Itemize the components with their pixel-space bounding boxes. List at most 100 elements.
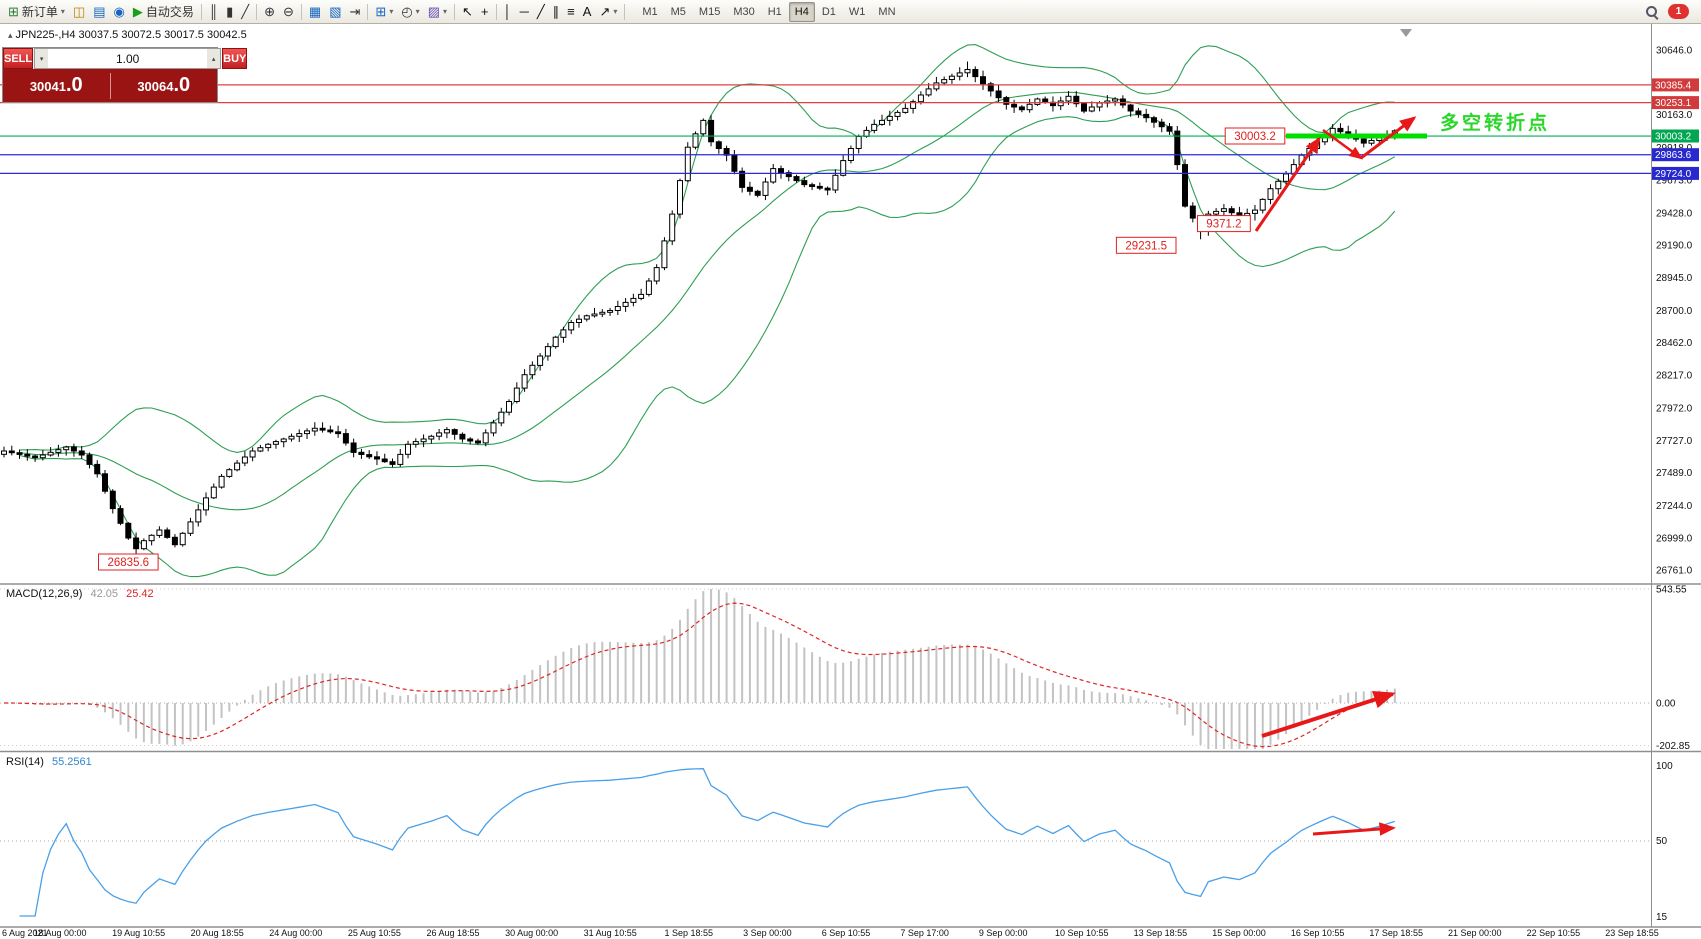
svg-text:25 Aug 10:55: 25 Aug 10:55 — [348, 928, 401, 938]
timeframe-h4-button[interactable]: H4 — [788, 1, 815, 22]
lot-size-field[interactable]: ▾ ▴ — [34, 48, 222, 69]
bollinger-bands — [19, 44, 1396, 578]
svg-text:28217.0: 28217.0 — [1656, 371, 1693, 382]
cursor-button[interactable]: ↖ — [458, 2, 477, 22]
timeframe-h1-button[interactable]: H1 — [767, 5, 782, 18]
buy-price[interactable]: 30064.0 — [111, 74, 218, 97]
chart-annotations[interactable]: 26835.6 29231.5 9371.2 30003.2 多空转折点 — [98, 111, 1551, 836]
sell-price[interactable]: 30041.0 — [3, 74, 110, 97]
turning-point-label[interactable]: 多空转折点 — [1440, 111, 1550, 134]
buy-button[interactable]: BUY — [222, 48, 248, 69]
zoom-in-button[interactable]: ⊕ — [260, 2, 279, 22]
market-watch-button[interactable]: ◉ — [110, 2, 129, 22]
svg-text:27489.0: 27489.0 — [1656, 468, 1693, 479]
chart-area[interactable]: 30646.030163.029918.029673.029428.029190… — [0, 24, 1701, 939]
caret-down-icon: ▾ — [60, 7, 65, 16]
crosshair-button[interactable]: + — [477, 2, 493, 22]
new-chart-button[interactable]: ⊞ ▾ — [371, 2, 397, 22]
line-chart-button[interactable]: ╱ — [237, 2, 253, 22]
auto-scroll-button[interactable]: ⇥ — [346, 2, 365, 22]
svg-text:30253.1: 30253.1 — [1655, 98, 1692, 109]
lot-input[interactable] — [48, 49, 208, 68]
timeframe-m30-button[interactable]: M30 — [733, 5, 755, 18]
price-annotation-text: 26835.6 — [108, 557, 150, 569]
periods-button[interactable]: ◴ ▾ — [397, 2, 423, 22]
timeframe-m15-button[interactable]: M15 — [698, 5, 721, 18]
svg-text:29673.0: 29673.0 — [1656, 176, 1693, 187]
svg-text:27244.0: 27244.0 — [1656, 501, 1693, 512]
price-annotation-text: 29231.5 — [1125, 240, 1167, 252]
tile-windows-button[interactable]: ▦ — [305, 2, 325, 22]
svg-text:21 Sep 00:00: 21 Sep 00:00 — [1448, 928, 1502, 938]
timeframe-m1-button[interactable]: M1 — [642, 5, 658, 18]
trend-arrow[interactable] — [1261, 690, 1396, 738]
sell-button[interactable]: SELL — [3, 48, 34, 69]
price-annotation-text: 9371.2 — [1206, 219, 1241, 231]
svg-text:15 Sep 00:00: 15 Sep 00:00 — [1212, 928, 1266, 938]
toolbar: ⊞ 新订单 ▾ ◫ ▤ ◉ ▶ 自动交易 ║ ▮ ╱ ⊕ ⊖ ▦ ▧ ⇥ ⊞ ▾ ◴ ▾ ▨ ▾ ↖ + │ ─ ╱ ∥ ≡ A ↗ ▾ M1… — [0, 0, 1701, 24]
toolbar-buttons: ⊞ 新订单 ▾ ◫ ▤ ◉ ▶ 自动交易 ║ ▮ ╱ ⊕ ⊖ ▦ ▧ ⇥ ⊞ ▾ ◴ ▾ ▨ ▾ ↖ + │ ─ ╱ ∥ ≡ A ↗ ▾ — [4, 2, 628, 22]
autotrading-button[interactable]: ▶ 自动交易 — [129, 2, 198, 22]
fibonacci-button[interactable]: ≡ — [563, 2, 579, 22]
rsi-value: 55.2561 — [51, 756, 92, 768]
svg-text:27972.0: 27972.0 — [1656, 403, 1693, 414]
cascade-windows-icon: ▧ — [329, 3, 342, 19]
price-annotation-box[interactable] — [1224, 127, 1286, 145]
rsi-indicator — [0, 768, 1651, 917]
bar-chart-button[interactable]: ║ — [205, 2, 222, 22]
trade-panel-prices: 30041.0 30064.0 — [3, 69, 217, 102]
timeframe-w1-button[interactable]: W1 — [848, 5, 866, 18]
svg-text:22 Sep 10:55: 22 Sep 10:55 — [1527, 928, 1581, 938]
text-label-button[interactable]: A — [579, 2, 596, 22]
new-order-button[interactable]: ⊞ 新订单 ▾ — [4, 2, 69, 22]
timeframe-m5-button[interactable]: M5 — [670, 5, 686, 18]
vertical-line-button[interactable]: │ — [500, 2, 516, 22]
horizontal-level-lines[interactable] — [0, 84, 1651, 175]
buy-price-main: 30064 — [137, 79, 174, 94]
svg-text:-202.85: -202.85 — [1656, 741, 1690, 752]
profiles-button[interactable]: ▤ — [89, 2, 109, 22]
templates-button[interactable]: ▨ ▾ — [424, 2, 451, 22]
equidistant-channel-button[interactable]: ∥ — [549, 2, 564, 22]
chart-shift-marker[interactable] — [1400, 29, 1412, 37]
notification-badge[interactable]: 1 — [1668, 4, 1689, 19]
line-chart-icon: ╱ — [241, 3, 250, 19]
search-icon[interactable] — [1645, 5, 1659, 19]
svg-text:0.00: 0.00 — [1656, 699, 1676, 710]
chart-window-button[interactable]: ◫ — [69, 2, 89, 22]
trend-arrow[interactable] — [1312, 822, 1396, 836]
timeframe-mn-button[interactable]: MN — [878, 5, 896, 18]
horizontal-line-button[interactable]: ─ — [516, 2, 533, 22]
cascade-windows-button[interactable]: ▧ — [325, 2, 345, 22]
macd-indicator-label: MACD(12,26,9) 42.05 25.42 — [6, 588, 154, 600]
arrows-icon: ↗ — [599, 3, 611, 19]
bollinger-upper-band — [19, 44, 1395, 453]
autotrading-button-label: 自动交易 — [145, 5, 194, 19]
trend-arrow[interactable] — [1360, 116, 1417, 160]
lot-decrease-button[interactable]: ▾ — [35, 49, 49, 68]
arrows-button[interactable]: ↗ ▾ — [595, 2, 621, 22]
svg-text:13 Sep 18:55: 13 Sep 18:55 — [1134, 928, 1188, 938]
toolbar-separator — [367, 3, 369, 20]
trend-arrow[interactable] — [1322, 128, 1364, 160]
price-annotation-box[interactable] — [1197, 215, 1251, 233]
svg-text:18 Aug 00:00: 18 Aug 00:00 — [33, 928, 86, 938]
trendline-button[interactable]: ╱ — [533, 2, 549, 22]
toolbar-separator — [454, 3, 455, 20]
trend-arrow[interactable] — [1254, 136, 1321, 232]
zoom-out-button[interactable]: ⊖ — [279, 2, 298, 22]
panel-separators[interactable] — [0, 24, 1701, 928]
toolbar-separator — [256, 3, 258, 20]
zoom-out-icon: ⊖ — [283, 3, 294, 19]
timeframe-d1-button[interactable]: D1 — [821, 5, 836, 18]
svg-text:29190.0: 29190.0 — [1656, 240, 1693, 251]
profiles-icon: ▤ — [93, 3, 106, 19]
price-annotation-box[interactable] — [1115, 236, 1177, 254]
svg-text:17 Sep 18:55: 17 Sep 18:55 — [1369, 928, 1423, 938]
price-annotation-box[interactable] — [98, 553, 159, 571]
bollinger-middle-band — [19, 91, 1396, 511]
candlestick-chart-button[interactable]: ▮ — [222, 2, 237, 22]
caret-down-icon: ▾ — [442, 7, 447, 16]
lot-increase-button[interactable]: ▴ — [207, 49, 221, 68]
svg-text:23 Sep 18:55: 23 Sep 18:55 — [1605, 928, 1659, 938]
